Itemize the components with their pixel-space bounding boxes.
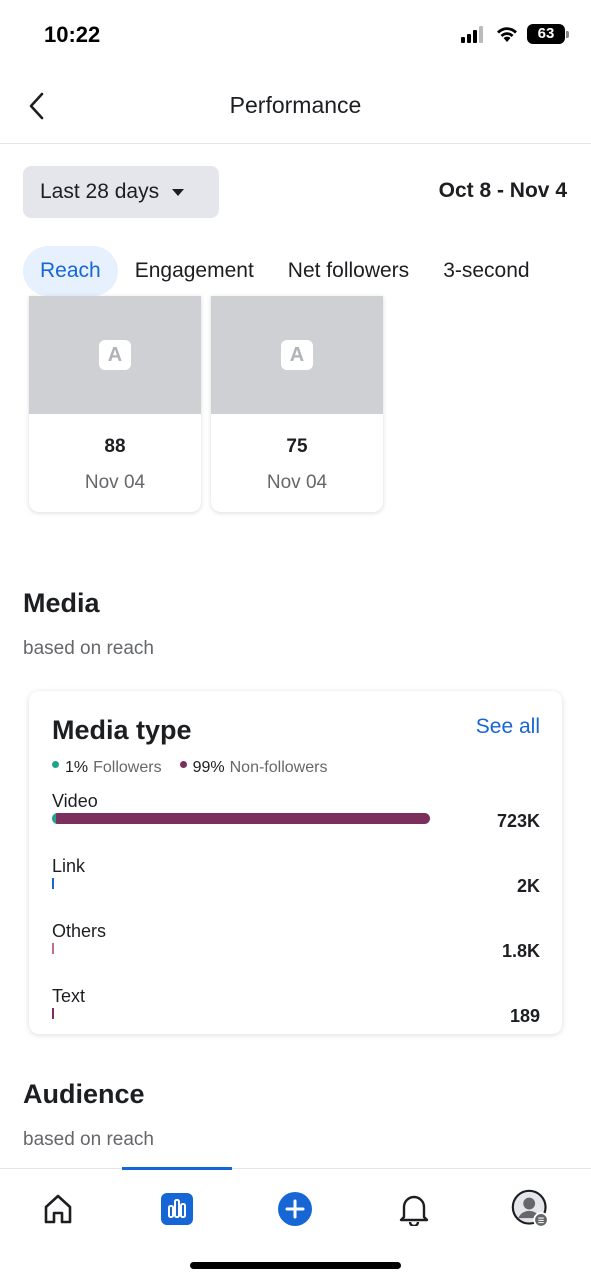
row-label: Link <box>52 856 86 876</box>
row-bar <box>52 813 430 824</box>
caret-down-icon <box>172 189 185 196</box>
card-title: Media type <box>52 715 192 745</box>
media-section-title: Media <box>23 588 100 618</box>
chevron-left-icon <box>29 92 44 120</box>
followers-bar-segment <box>52 878 54 889</box>
bell-icon <box>399 1195 429 1226</box>
tab-3-second[interactable]: 3-second <box>443 259 530 282</box>
tab-net-followers[interactable]: Net followers <box>287 259 410 282</box>
row-value: 1.8K <box>501 941 540 961</box>
nav-profile[interactable] <box>511 1189 551 1229</box>
followers-bar-segment <box>52 813 56 824</box>
non-followers-legend-label: Non-followers <box>229 759 328 776</box>
nav-home[interactable] <box>38 1189 78 1229</box>
page-title: Performance <box>229 92 362 118</box>
active-tab-indicator <box>122 1167 232 1170</box>
row-value: 723K <box>496 811 540 831</box>
media-row-link: Link 2K <box>52 856 540 906</box>
media-row-video: Video 723K <box>52 791 540 841</box>
post-thumbnail: A <box>29 296 201 414</box>
post-thumbnail: A <box>211 296 383 414</box>
audience-section-title: Audience <box>23 1079 145 1109</box>
plus-circle-icon <box>278 1192 312 1226</box>
post-card[interactable]: A 75 Nov 04 <box>211 296 383 512</box>
followers-percent: 1% <box>65 759 89 776</box>
post-reach-value: 88 <box>104 436 126 457</box>
post-reach-value: 75 <box>286 436 308 457</box>
status-icons: 63 <box>461 24 569 44</box>
wifi-icon <box>497 27 517 42</box>
profile-icon <box>511 1189 549 1228</box>
row-bar <box>52 878 54 889</box>
post-date: Nov 04 <box>266 472 328 493</box>
row-value: 189 <box>509 1006 540 1026</box>
followers-legend-dot <box>52 760 59 768</box>
row-label: Text <box>52 986 86 1006</box>
non-followers-bar-segment <box>56 813 430 824</box>
audience-section-subtitle: based on reach <box>23 1129 154 1150</box>
bottom-nav <box>0 1167 591 1280</box>
non-followers-bar-segment <box>52 943 54 954</box>
page-avatar-icon: A <box>281 340 313 370</box>
status-bar: 10:22 63 <box>0 0 591 70</box>
nav-create[interactable] <box>275 1189 315 1229</box>
chart-legend: 1% Followers 99% Non-followers <box>52 759 345 777</box>
media-section-subtitle: based on reach <box>23 638 154 659</box>
tab-reach[interactable]: Reach <box>23 246 118 296</box>
insights-icon <box>161 1193 193 1225</box>
header: Performance <box>0 70 591 144</box>
nav-notifications[interactable] <box>394 1189 434 1229</box>
media-row-text: Text 189 <box>52 986 540 1036</box>
non-followers-percent: 99% <box>192 759 225 776</box>
date-range-text: Oct 8 - Nov 4 <box>438 179 567 202</box>
page-avatar-icon: A <box>99 340 131 370</box>
non-followers-bar-segment <box>52 1008 54 1019</box>
post-date: Nov 04 <box>84 472 146 493</box>
signal-icon <box>461 26 483 43</box>
see-all-link[interactable]: See all <box>475 715 540 735</box>
home-indicator <box>190 1262 401 1269</box>
row-label: Others <box>52 921 107 941</box>
metric-tabs: Reach Engagement Net followers 3-second <box>23 246 591 296</box>
non-followers-legend-dot <box>179 760 187 768</box>
tab-engagement[interactable]: Engagement <box>134 259 254 282</box>
row-bar <box>52 1008 54 1019</box>
row-bar <box>52 943 54 954</box>
status-time: 10:22 <box>44 22 101 47</box>
nav-insights[interactable] <box>157 1189 197 1229</box>
media-type-card: Media type See all 1% Followers 99% Non-… <box>29 691 562 1034</box>
media-row-others: Others 1.8K <box>52 921 540 971</box>
post-card[interactable]: A 88 Nov 04 <box>29 296 201 512</box>
date-range-dropdown[interactable]: Last 28 days <box>23 166 219 218</box>
row-label: Video <box>52 791 98 811</box>
row-value: 2K <box>516 876 540 896</box>
back-button[interactable] <box>18 88 54 124</box>
home-icon <box>44 1194 72 1224</box>
followers-legend-label: Followers <box>93 759 162 776</box>
date-range-label: Last 28 days <box>40 180 160 203</box>
battery-indicator: 63 <box>527 24 569 44</box>
